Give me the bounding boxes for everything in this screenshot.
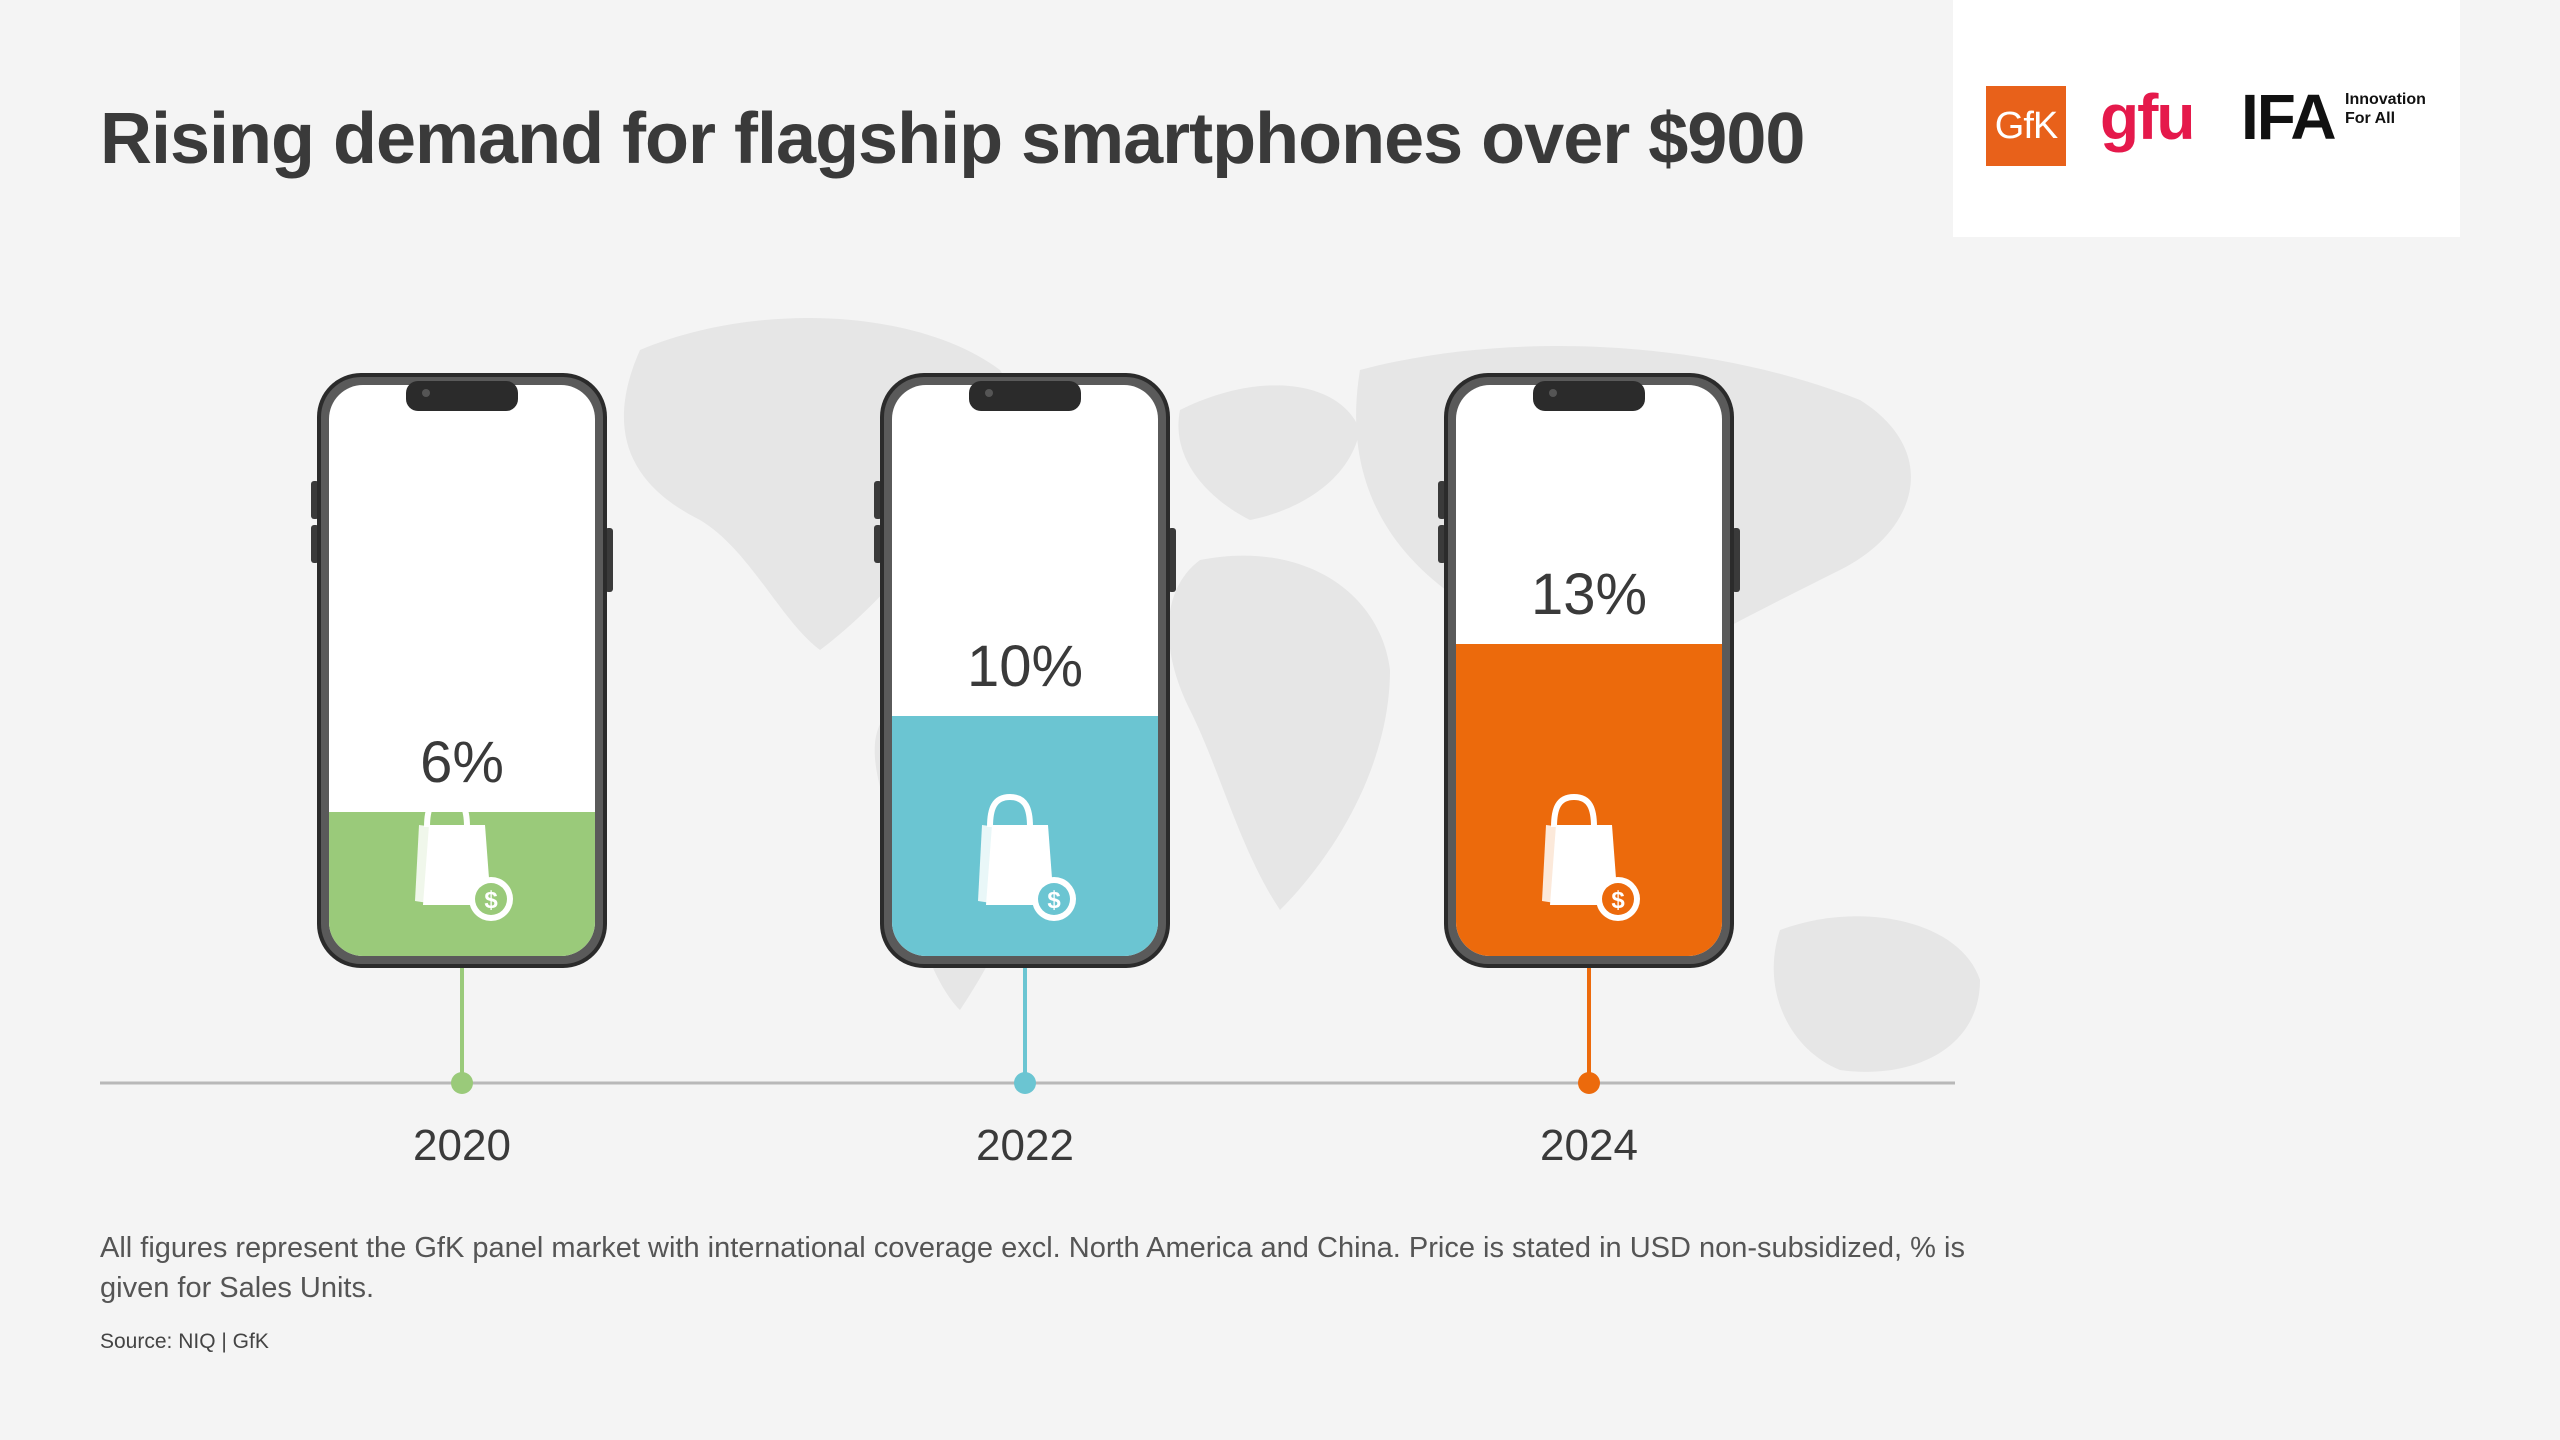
timeline-marker-2022 xyxy=(1014,1072,1036,1094)
footnote: All figures represent the GfK panel mark… xyxy=(100,1232,1965,1304)
year-label-2020: 2020 xyxy=(413,1121,511,1170)
chart-title: Rising demand for flagship smartphones o… xyxy=(100,99,1805,179)
ifa-tagline: Innovation For All xyxy=(2345,90,2426,128)
value-label-2020: 6% xyxy=(420,730,504,795)
timeline-marker-2020 xyxy=(451,1072,473,1094)
shopping-bag-dollar-icon: $ xyxy=(1542,794,1640,921)
phone-camera xyxy=(985,389,993,397)
phone-bar-2024: 13% $2024 xyxy=(1438,373,1740,1170)
timeline-marker-2024 xyxy=(1578,1072,1600,1094)
ifa-tagline-line-1: Innovation xyxy=(2345,91,2426,108)
dollar-sign: $ xyxy=(484,887,498,914)
year-label-2024: 2024 xyxy=(1540,1121,1638,1170)
shopping-bag-dollar-icon: $ xyxy=(978,794,1076,921)
phone-notch xyxy=(1533,381,1645,411)
dollar-sign: $ xyxy=(1611,887,1625,914)
logo-panel: GfK gfu IFA Innovation For All xyxy=(1953,0,2460,237)
phone-bar-2020: 6% $2020 xyxy=(311,373,613,1170)
value-label-2024: 13% xyxy=(1531,562,1647,627)
value-label-2022: 10% xyxy=(967,634,1083,699)
gfu-logo: gfu xyxy=(2100,81,2195,153)
gfk-logo: GfK xyxy=(1986,86,2066,166)
shopping-bag-dollar-icon: $ xyxy=(415,794,513,921)
phone-camera xyxy=(422,389,430,397)
phone-notch xyxy=(969,381,1081,411)
source-note: Source: NIQ | GfK xyxy=(100,1330,269,1353)
phone-notch xyxy=(406,381,518,411)
ifa-logo: IFA xyxy=(2241,81,2337,153)
year-label-2022: 2022 xyxy=(976,1121,1074,1170)
phone-camera xyxy=(1549,389,1557,397)
ifa-tagline-line-2: For All xyxy=(2345,110,2396,127)
phone-bar-2022: 10% $2022 xyxy=(874,373,1176,1170)
dollar-sign: $ xyxy=(1047,887,1061,914)
